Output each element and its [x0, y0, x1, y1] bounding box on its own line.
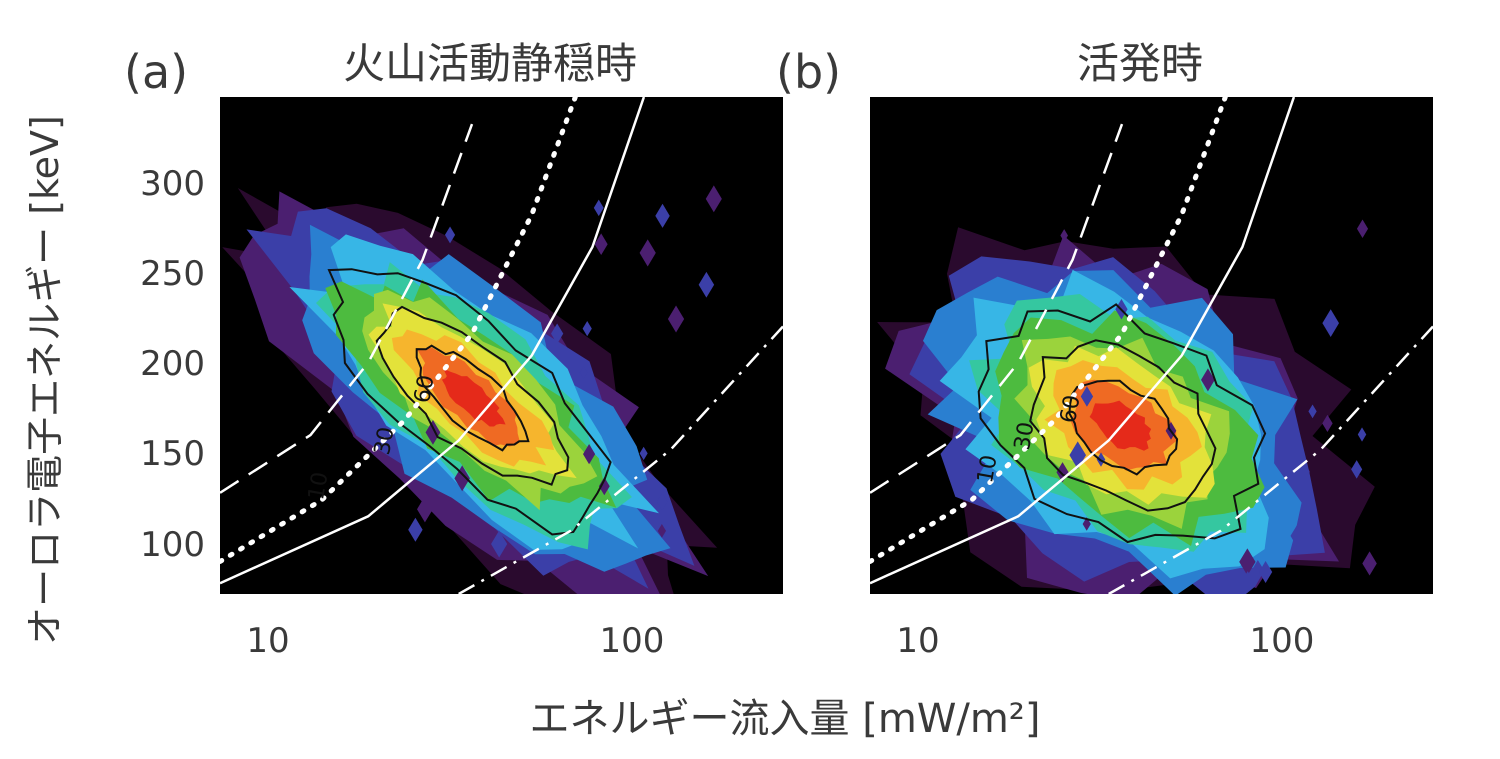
density-cell — [705, 185, 722, 213]
contour-labels-a: 10 30 60 — [304, 373, 439, 502]
contour-label: 30 — [1010, 420, 1039, 452]
density-cell — [594, 233, 608, 256]
density-cell — [551, 323, 564, 344]
contour-line — [415, 344, 530, 452]
y-tick-label: 300 — [140, 164, 205, 204]
density-cell — [1251, 559, 1265, 582]
density-cell — [639, 446, 648, 461]
contour-label: 60 — [410, 373, 439, 405]
density-cell — [1356, 219, 1369, 239]
density-cell — [1201, 368, 1215, 392]
y-tick-label: 200 — [140, 344, 205, 384]
reference-curves-b — [870, 97, 1433, 594]
contour-line — [1029, 339, 1217, 512]
x-tick-labels-a: 10 100 — [246, 621, 664, 661]
x-tick-label: 10 — [896, 621, 939, 661]
density-cell — [1258, 560, 1273, 584]
x-tick-labels-b: 10 100 — [896, 621, 1314, 661]
density-cell — [1290, 525, 1304, 547]
reference-curve-dashed — [870, 123, 1124, 494]
density-cell — [1322, 309, 1340, 337]
density-cell — [1080, 386, 1094, 407]
density-cell — [1362, 551, 1377, 576]
reference-curve-solid — [220, 97, 646, 585]
density-cell — [579, 366, 588, 379]
density-level — [441, 368, 506, 427]
density-cell — [657, 523, 667, 538]
contour-label: 10 — [304, 470, 333, 502]
density-cell — [1322, 414, 1333, 433]
contour-line — [327, 268, 612, 536]
density-cell — [444, 226, 456, 244]
density-cell — [1056, 462, 1069, 483]
x-tick-label: 10 — [246, 621, 289, 661]
density-cell — [667, 305, 685, 333]
y-tick-labels-a: 100 150 200 250 300 — [140, 164, 205, 565]
density-cell — [408, 517, 423, 542]
contour-labels-b: 10 30 60 — [973, 393, 1085, 485]
x-tick-label: 100 — [600, 621, 665, 661]
density-cell — [655, 203, 670, 228]
density-cell — [598, 477, 610, 496]
contour-label: 30 — [370, 425, 399, 457]
reference-curve-dashed — [220, 123, 474, 494]
density-cell — [666, 594, 681, 619]
density-cell — [1060, 229, 1068, 242]
density-cell — [454, 465, 470, 492]
density-cell — [1308, 404, 1317, 419]
y-tick-label: 250 — [140, 254, 205, 294]
density-cell — [656, 492, 668, 511]
density-cell — [417, 496, 433, 523]
density-cell — [1241, 571, 1255, 593]
panel-a: (a) 火山活動静穏時 10 30 60 100 150 200 250 300… — [124, 39, 783, 661]
density-cell — [1244, 595, 1259, 620]
y-tick-label: 100 — [140, 525, 205, 565]
reference-curve-dash-dot — [458, 325, 783, 594]
density-cell — [698, 271, 715, 298]
y-axis-label: オーロラ電子エネルギー [keV] — [23, 115, 67, 645]
contour-line — [375, 305, 570, 486]
reference-curve-solid — [870, 97, 1296, 585]
reference-curve-dotted — [220, 97, 578, 564]
density-cell — [425, 420, 441, 445]
x-tick-label: 100 — [1250, 621, 1315, 661]
density-cell — [583, 444, 596, 465]
density-cell — [1357, 427, 1367, 442]
density-cell — [593, 199, 604, 217]
density-cell — [491, 530, 508, 558]
reference-curve-dash-dot — [1108, 325, 1433, 594]
density-cell — [582, 320, 592, 337]
reference-curve-dotted — [870, 97, 1228, 564]
panel-title-b: 活発時 — [1077, 39, 1203, 88]
panel-label-a: (a) — [124, 45, 188, 99]
density-cell — [639, 239, 656, 267]
panel-b: (b) 活発時 10 30 60 10 100 — [776, 39, 1433, 661]
reference-curves-a — [220, 97, 783, 594]
density-layers-a — [222, 185, 722, 619]
contour-label: 10 — [973, 453, 1002, 485]
density-cell — [1069, 441, 1087, 470]
contour-label: 60 — [1056, 393, 1085, 425]
panel-title-a: 火山活動静穏時 — [343, 39, 637, 88]
panel-label-b: (b) — [776, 45, 841, 99]
density-cell — [1351, 460, 1363, 479]
density-cell — [1239, 548, 1256, 576]
contour-line — [1068, 379, 1179, 476]
contour-line — [977, 303, 1267, 544]
x-axis-label: エネルギー流入量 [mW/m²] — [530, 696, 1041, 742]
y-tick-label: 150 — [140, 434, 205, 474]
